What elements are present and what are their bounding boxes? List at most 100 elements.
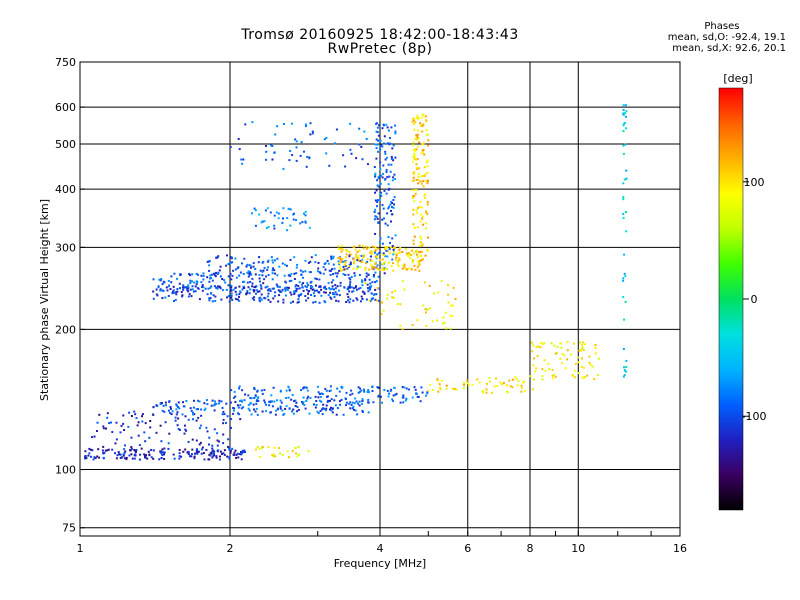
data-point [370,292,373,295]
data-point [367,411,370,414]
data-point [530,341,533,344]
data-point [285,405,288,408]
data-point [426,133,429,136]
data-point [443,321,446,324]
data-point [415,117,418,120]
data-point [329,399,331,402]
data-point [283,123,285,125]
data-point [392,144,395,147]
data-point [391,296,394,299]
data-point [543,342,546,345]
data-point [267,298,270,301]
data-point [422,123,425,126]
data-point [622,375,625,378]
data-point [376,287,379,289]
data-point [361,260,364,263]
data-point [249,288,252,291]
data-point [577,361,580,364]
data-point [399,247,402,250]
data-point [201,286,204,288]
data-point [531,350,534,353]
data-point [215,456,218,459]
data-point [90,455,92,458]
data-point [398,258,401,261]
data-point [412,141,415,144]
data-point [337,256,340,259]
data-point [306,282,309,285]
data-point [520,390,523,393]
data-point [152,406,155,409]
data-point [499,381,502,384]
data-point [401,267,404,270]
data-point [426,182,429,185]
data-point [152,290,155,293]
data-point [191,280,193,283]
data-point [288,407,291,410]
data-point [167,447,170,450]
data-point [344,261,347,264]
data-point [175,403,178,406]
data-point [320,392,323,395]
data-point [419,241,422,243]
data-point [330,281,333,284]
data-point [291,154,294,156]
data-point [398,257,401,259]
data-point [417,264,420,267]
data-point [334,272,337,275]
data-point [204,287,207,290]
data-point [171,290,174,293]
data-point [122,414,125,417]
data-point [356,251,359,254]
data-point [377,139,380,142]
x-tick-label: 1 [77,542,84,555]
data-point [384,246,387,249]
data-point [186,451,189,454]
data-point [273,224,276,227]
data-point [355,400,358,403]
data-point [176,424,179,427]
data-point [197,287,200,290]
data-point [312,292,315,295]
data-point [122,422,125,425]
data-point [231,261,234,264]
data-point [138,458,141,461]
data-point [454,298,457,300]
data-point [206,403,209,406]
data-point [218,458,221,461]
data-point [376,254,379,257]
data-point [316,270,319,273]
data-point [349,278,352,281]
data-point [314,261,317,264]
data-point [242,285,245,288]
data-point [419,400,422,403]
data-point [376,131,379,134]
data-point [279,390,282,393]
data-point [389,170,392,173]
data-point [217,449,220,452]
data-point [179,274,182,276]
data-point [625,359,628,362]
data-point [251,285,254,288]
data-point [440,379,443,382]
data-point [152,449,155,452]
data-point [330,409,333,412]
data-point [367,290,370,293]
data-point [208,269,211,272]
data-point [394,124,397,127]
data-point [225,402,228,405]
data-point [380,312,383,315]
data-point [371,390,374,392]
data-point [358,274,361,276]
data-point [373,293,375,296]
data-point [178,449,181,451]
data-point [323,138,326,141]
data-point [463,383,465,386]
data-point [260,298,263,301]
data-point [502,382,505,384]
data-point [231,447,234,450]
data-point [410,249,413,252]
data-point [237,406,240,409]
data-point [622,152,625,155]
data-point [417,260,420,263]
data-point [230,418,233,420]
